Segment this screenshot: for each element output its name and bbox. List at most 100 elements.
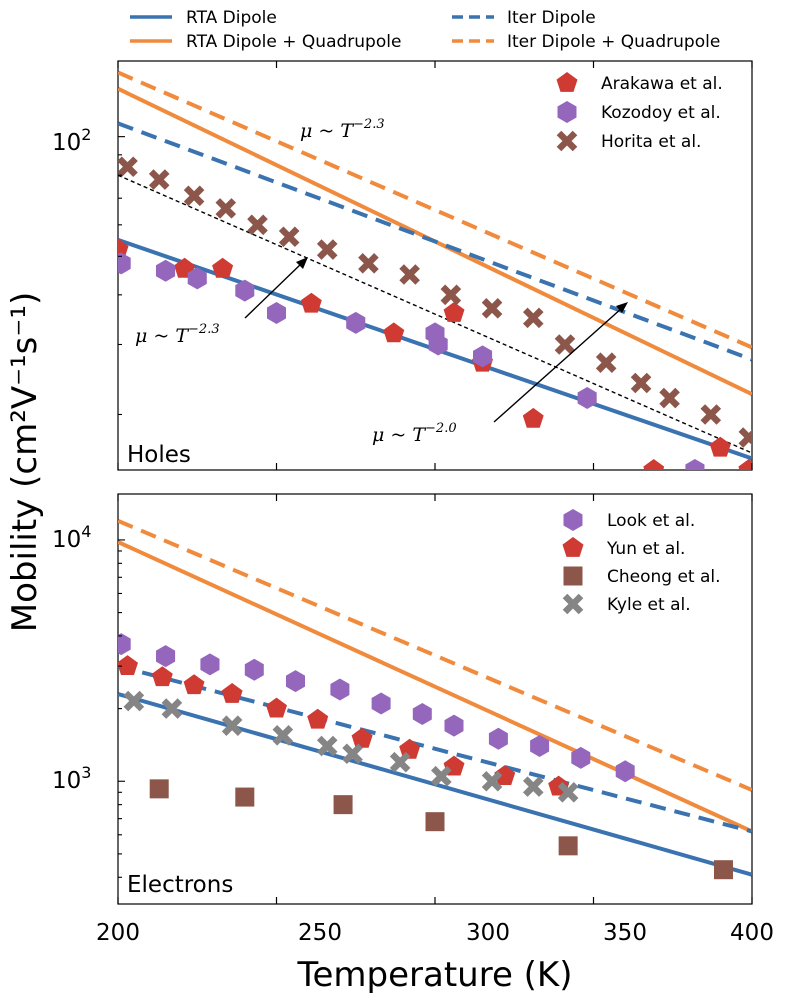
annotation-left-arrowhead <box>296 257 308 269</box>
legend-marker-look <box>563 509 583 531</box>
electrons-point-yun-et-al <box>118 655 138 675</box>
svg-text:104: 104 <box>52 522 91 553</box>
electrons-point-yun-et-al <box>494 765 516 785</box>
holes-point-horita-et-al <box>278 226 300 248</box>
annotation-left-arrow <box>244 262 303 319</box>
legend-marker-shape <box>557 101 577 123</box>
holes-point-arakawa-et-al <box>443 302 465 322</box>
holes-point-arakawa-et-al <box>300 292 322 313</box>
holes-point-arakawa-et-al <box>738 459 752 470</box>
electrons-point-kyle-et-al <box>557 781 579 803</box>
electrons-point-look-et-al <box>330 678 350 701</box>
xtick-label-350: 350 <box>603 920 647 946</box>
holes-point-kozodoy-et-al <box>118 252 131 275</box>
axis-ticks <box>117 61 753 904</box>
holes-point-kozodoy-et-al <box>187 267 207 290</box>
annotation-top-exponent: μ ~ T−2.3 <box>300 117 385 142</box>
legend-marker-arakawa <box>556 72 578 92</box>
electrons-point-yun-et-al <box>266 697 287 718</box>
legend-marker-shape <box>556 72 578 92</box>
legend-marker-shape <box>562 593 584 615</box>
electrons-point-look-et-al <box>444 714 464 737</box>
holes-point-horita-et-al <box>700 404 722 425</box>
electrons-point-yun-et-al <box>183 674 205 695</box>
holes-line-fit <box>118 174 752 454</box>
electrons-point-cheong-et-al <box>425 812 445 832</box>
electrons-plot-area <box>118 518 752 880</box>
holes-point-horita-et-al <box>630 372 652 394</box>
holes-point-horita-et-al <box>399 264 420 285</box>
holes-plot-area <box>118 70 752 470</box>
holes-point-kozodoy-et-al <box>156 259 176 282</box>
legend-label-kyle: Kyle et al. <box>607 595 691 615</box>
legend-label-iter-dipole: Iter Dipole <box>507 8 596 28</box>
electrons-point-kyle-et-al <box>431 765 452 787</box>
electrons-point-look-et-al <box>286 670 305 693</box>
xtick-label-400: 400 <box>730 920 774 946</box>
svg-text:102: 102 <box>52 125 91 156</box>
electrons-point-kyle-et-al <box>481 770 503 792</box>
electrons-point-yun-et-al <box>221 683 243 703</box>
legend-label-arakawa: Arakawa et al. <box>601 74 723 94</box>
electrons-panel-label: Electrons <box>127 872 233 898</box>
holes-point-horita-et-al <box>659 387 680 409</box>
electrons-point-kyle-et-al <box>522 776 544 797</box>
electrons-point-look-et-al <box>156 645 176 668</box>
electrons-point-look-et-al <box>118 633 131 656</box>
electrons-point-look-et-al <box>571 746 591 769</box>
svg-text:μ ~ T−2.3: μ ~ T−2.3 <box>135 322 220 347</box>
electrons-ytick-label-10000: 104 <box>52 522 91 553</box>
holes-line-iter-dipole-quadrupole <box>118 70 752 350</box>
annotation-right-arrowhead <box>616 302 628 313</box>
legend-marker-shape <box>563 509 583 531</box>
annotation-right-exponent: μ ~ T−2.0 <box>372 302 628 446</box>
electrons-point-look-et-al <box>530 735 550 757</box>
electrons-point-look-et-al <box>371 692 391 715</box>
electrons-point-kyle-et-al <box>123 690 145 712</box>
holes-point-arakawa-et-al <box>709 436 731 457</box>
top-legend: RTA Dipole RTA Dipole + Quadrupole Iter … <box>130 8 720 52</box>
holes-point-arakawa-et-al <box>522 407 544 428</box>
legend-label-look: Look et al. <box>607 511 695 531</box>
holes-line-iter-dipole <box>118 121 752 362</box>
electrons-point-look-et-al <box>615 760 635 783</box>
electrons-point-yun-et-al <box>351 727 373 748</box>
holes-point-horita-et-al <box>247 214 268 236</box>
holes-point-horita-et-al <box>358 253 379 274</box>
holes-panel-label: Holes <box>127 442 191 468</box>
electrons-point-cheong-et-al <box>333 795 353 815</box>
electrons-point-cheong-et-al <box>558 836 578 856</box>
legend-marker-kyle <box>562 593 584 615</box>
electrons-point-cheong-et-al <box>149 779 169 799</box>
legend-label-rta-dipole-quadrupole: RTA Dipole + Quadrupole <box>186 32 401 52</box>
holes-point-kozodoy-et-al <box>267 302 286 324</box>
electrons-point-kyle-et-al <box>316 735 338 757</box>
x-axis-title: Temperature (K) <box>296 955 572 995</box>
legend-marker-horita <box>556 130 578 152</box>
electrons-ytick-label-1000: 103 <box>52 763 91 794</box>
holes-point-horita-et-al <box>554 334 576 355</box>
electrons-point-look-et-al <box>412 703 432 725</box>
holes-point-kozodoy-et-al <box>235 279 255 302</box>
legend-label-iter-dipole-quadrupole: Iter Dipole + Quadrupole <box>507 32 720 52</box>
holes-point-arakawa-et-al <box>383 322 405 343</box>
holes-point-arakawa-et-al <box>212 257 234 278</box>
svg-text:μ ~ T−2.3: μ ~ T−2.3 <box>300 117 385 142</box>
xtick-label-300: 300 <box>466 920 510 946</box>
electrons-point-look-et-al <box>200 653 220 676</box>
xtick-label-250: 250 <box>298 920 342 946</box>
holes-point-kozodoy-et-al <box>428 333 448 356</box>
xtick-label-200: 200 <box>96 920 140 946</box>
electrons-point-yun-et-al <box>307 708 329 729</box>
holes-point-kozodoy-et-al <box>685 459 705 470</box>
electrons-point-kyle-et-al <box>272 725 294 746</box>
y-axis-title: Mobility (cm²V⁻¹s⁻¹) <box>5 292 45 632</box>
legend-label-horita: Horita et al. <box>601 132 701 152</box>
legend-label-yun: Yun et al. <box>606 539 685 559</box>
holes-point-arakawa-et-al <box>643 459 665 470</box>
holes-point-horita-et-al <box>481 297 503 319</box>
holes-point-horita-et-al <box>215 198 237 219</box>
holes-point-kozodoy-et-al <box>473 345 493 368</box>
electrons-line-rta-dipole-quadrupole <box>118 540 752 834</box>
